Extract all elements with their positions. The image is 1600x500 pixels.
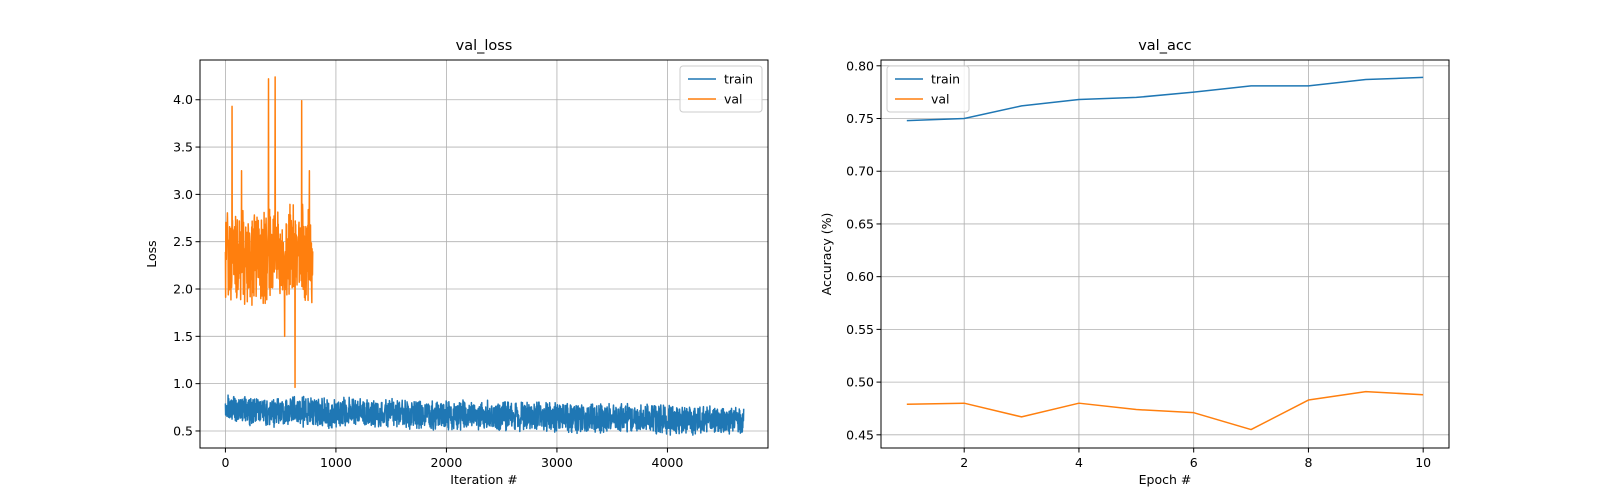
legend-label-train: train (724, 72, 753, 87)
legend-box (886, 65, 970, 113)
y-tick-label: 0.75 (846, 111, 874, 126)
axes-frame (199, 59, 769, 449)
y-tick-label: 2.0 (173, 282, 193, 297)
y-tick-label: 1.0 (173, 376, 193, 391)
x-tick-label: 8 (1304, 455, 1312, 470)
y-tick-label: 0.45 (846, 427, 874, 442)
x-tick-label: 10 (1415, 455, 1431, 470)
plot-area (906, 76, 1424, 431)
x-tick-label: 1000 (320, 455, 352, 470)
plot-area (224, 76, 745, 436)
y-tick-label: 0.70 (846, 164, 874, 179)
legend: train val (886, 65, 970, 113)
x-tick-label: 2000 (431, 455, 463, 470)
chart-val-acc: 2 4 6 8 10 0.45 0.50 0.55 0.60 0.65 0.70 0.75 0.80 va… (819, 38, 1450, 487)
x-axis-label: Iteration # (450, 472, 517, 487)
chart-val-loss: 0 1000 2000 3000 4000 0.5 1.0 1.5 2.0 2.5 3.0 3.5 4.… (144, 38, 769, 487)
y-tick-label: 0.80 (846, 58, 874, 73)
y-tick-label: 0.50 (846, 375, 874, 390)
y-axis-label: Accuracy (%) (819, 213, 834, 296)
x-tick-label: 3000 (541, 455, 573, 470)
series-line-train (906, 76, 1424, 122)
x-tick-label: 2 (960, 455, 968, 470)
y-tick-label: 3.0 (173, 187, 193, 202)
y-tick-label: 2.5 (173, 234, 193, 249)
legend-label-val: val (724, 92, 743, 107)
y-axis-label: Loss (144, 240, 159, 267)
legend: train val (679, 65, 763, 113)
x-tick-label: 6 (1190, 455, 1198, 470)
y-tick-label: 4.0 (173, 92, 193, 107)
y-tick-label: 1.5 (173, 329, 193, 344)
legend-box (679, 65, 763, 113)
x-tick-label: 4000 (652, 455, 684, 470)
series-line-val (224, 76, 314, 389)
chart-title: val_acc (1138, 38, 1192, 54)
y-tick-label: 0.60 (846, 269, 874, 284)
legend-label-val: val (931, 92, 950, 107)
y-tick-label: 0.65 (846, 216, 874, 231)
y-tick-label: 0.55 (846, 322, 874, 337)
y-tick-label: 3.5 (173, 140, 193, 155)
y-tick-label: 0.5 (173, 423, 193, 438)
series-line-val (906, 390, 1424, 431)
x-axis-label: Epoch # (1139, 472, 1192, 487)
chart-title: val_loss (456, 38, 513, 54)
axes-frame (880, 59, 1450, 449)
legend-label-train: train (931, 72, 960, 87)
series-line-train (224, 394, 745, 436)
x-tick-label: 4 (1075, 455, 1083, 470)
x-tick-label: 0 (221, 455, 229, 470)
